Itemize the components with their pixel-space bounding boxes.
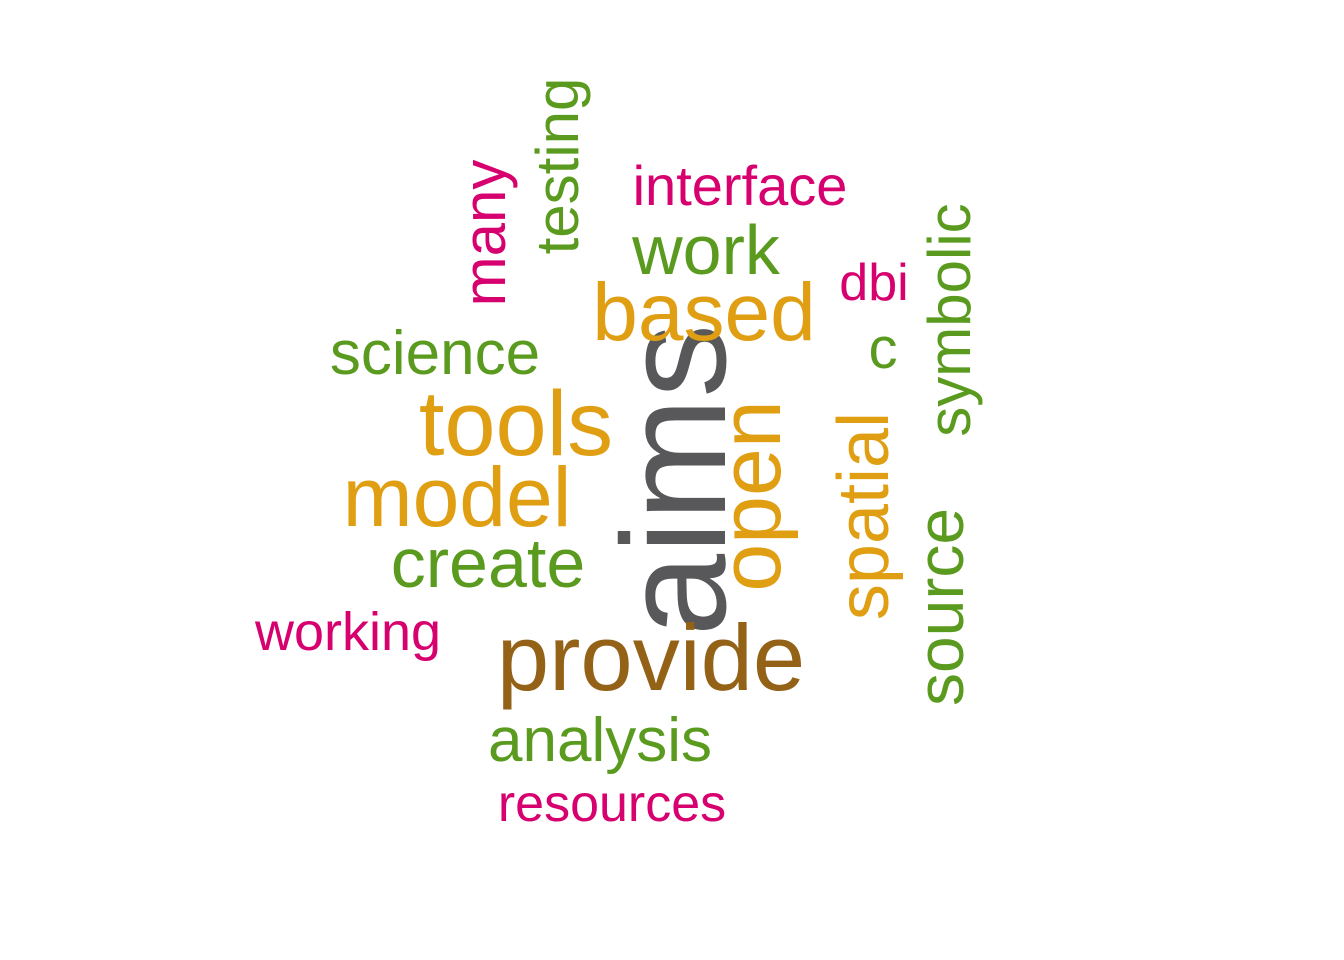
word-resources: resources — [497, 775, 727, 833]
word-provide: provide — [496, 605, 806, 710]
word-c: c — [868, 316, 898, 381]
word-spatial: spatial — [824, 411, 904, 621]
word-create: create — [390, 524, 586, 602]
word-many: many — [451, 159, 518, 307]
word-model: model — [342, 450, 572, 544]
word-interface: interface — [632, 154, 848, 217]
word-work: work — [632, 211, 780, 289]
word-source: source — [903, 507, 977, 707]
word-based: based — [592, 267, 816, 358]
word-dbi: dbi — [839, 254, 909, 312]
word-testing: testing — [524, 77, 591, 255]
word-working: working — [254, 602, 442, 662]
word-open: open — [703, 400, 799, 592]
word-analysis: analysis — [488, 706, 712, 775]
word-science: science — [329, 319, 541, 388]
word-symbolic: symbolic — [916, 203, 983, 437]
word-tools: tools — [418, 373, 614, 475]
